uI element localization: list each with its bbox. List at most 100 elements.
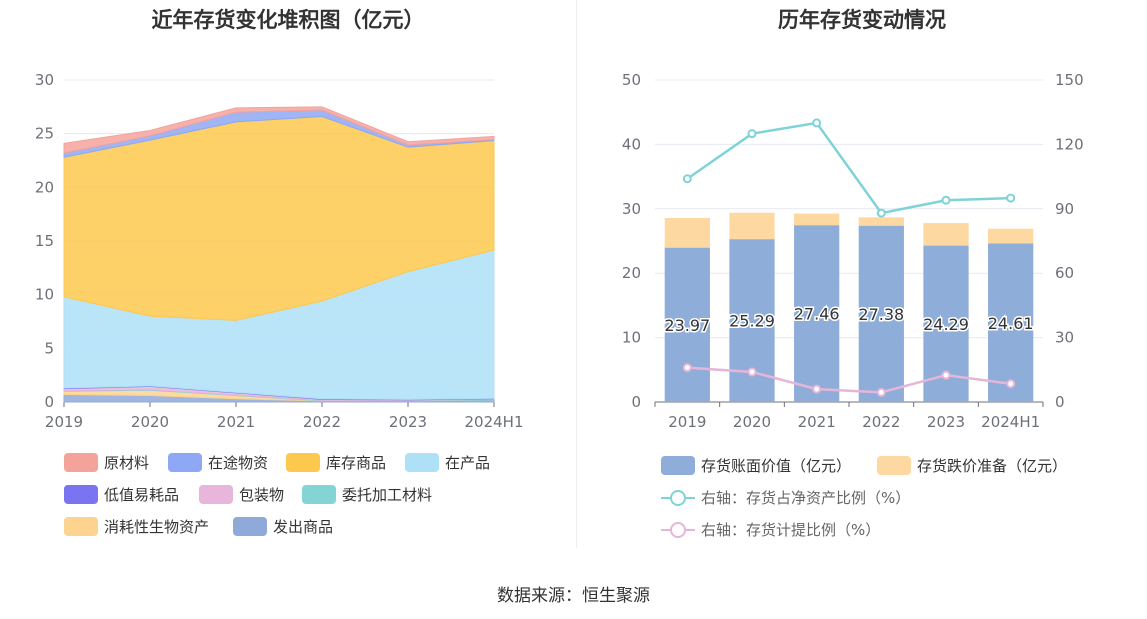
legend-label: 右轴：存货计提比例（%） [701,521,881,539]
y-right-tick-label: 30 [1055,329,1074,347]
legend-swatch [64,485,98,504]
bar-impairment [858,217,904,226]
bar-data-label: 24.61 [988,314,1034,333]
bar-data-label: 23.97 [664,316,710,335]
line-series-2 [686,121,1011,215]
left-chart-svg: 0 5 10 15 20 25 30 2019 2020 2021 2022 2023 2024H1 [35,71,524,431]
legend-item[interactable]: 原材料 [64,452,149,473]
line-series-3 [687,366,1011,394]
y-tick-label: 30 [35,71,54,89]
legend-item[interactable]: 包装物 [199,484,284,505]
bar-data-label: 27.46 [794,305,840,324]
line-point [876,387,886,397]
line-point [1006,193,1016,203]
y-right-tick-label: 0 [1055,393,1065,411]
bar-impairment [729,212,775,240]
legend-label: 在产品 [445,454,491,472]
y-right-tick-label: 120 [1055,135,1084,153]
legend-label: 低值易耗品 [104,486,180,504]
y-tick-label: 0 [44,393,54,411]
line-point [1006,379,1016,389]
bar-book-value [794,225,840,402]
legend-label: 原材料 [104,454,150,472]
x-tick-label: 2019 [668,413,706,431]
bar-book-value [988,243,1034,402]
legend-item[interactable]: 在产品 [405,452,490,473]
legend-label: 在途物资 [208,454,269,472]
x-tick-label: 2022 [862,413,900,431]
y-right-tick-label: 150 [1055,71,1084,89]
area-series-0 [63,106,495,154]
line-point [941,195,951,205]
legend-item[interactable]: 右轴：存货占净资产比例（%） [661,487,910,508]
legend-label: 存货账面价值（亿元） [701,457,852,475]
line-point [812,384,822,394]
y-right-tick-label: 60 [1055,264,1074,282]
left-chart-title: 近年存货变化堆积图（亿元） [151,8,425,32]
bar-book-value [858,225,904,402]
x-tick-label: 2020 [733,413,771,431]
x-tick-label: 2019 [45,413,83,431]
y-right-tick-label: 90 [1055,200,1074,218]
legend-label: 右轴：存货占净资产比例（%） [701,489,911,507]
y-tick-label: 5 [44,339,54,357]
legend-item[interactable]: 存货账面价值（亿元） [661,455,851,476]
right-chart-title: 历年存货变动情况 [778,8,946,32]
panel-divider [576,0,577,548]
legend-label: 消耗性生物资产 [104,518,210,536]
bar-impairment [988,228,1034,244]
stacked-area-chart-panel: 近年存货变化堆积图（亿元） 0 5 10 15 20 25 30 2019 2020 2021 20… [0,0,576,560]
legend-item[interactable]: 存货跌价准备（亿元） [877,455,1067,476]
legend-swatch [661,488,695,507]
bar-data-label: 25.29 [729,312,775,331]
legend-swatch [199,485,233,504]
y-tick-label: 15 [35,232,54,250]
x-tick-label: 2021 [798,413,836,431]
line-point [812,118,822,128]
legend-swatch [286,453,320,472]
legend-swatch [405,453,439,472]
right-chart-svg: 0 0 10 30 20 60 30 90 40 120 50 150 2019 2020 2021 2022… [622,71,1084,431]
x-tick-label: 2020 [131,413,169,431]
y-tick-label: 10 [35,286,54,304]
bar-book-value [664,247,710,402]
legend-swatch [64,453,98,472]
y-left-tick-label: 20 [622,264,641,282]
x-tick-label: 2022 [303,413,341,431]
legend-item[interactable]: 发出商品 [233,516,333,537]
x-tick-label: 2023 [389,413,427,431]
legend-item[interactable]: 委托加工材料 [302,484,432,505]
legend-item[interactable]: 消耗性生物资产 [64,516,209,537]
bar-data-label: 27.38 [858,305,904,324]
legend-item[interactable]: 在途物资 [168,452,268,473]
legend-swatch [302,485,336,504]
bar-impairment [794,213,840,226]
legend-swatch [661,520,695,539]
line-point [682,174,692,184]
y-left-tick-label: 50 [622,71,641,89]
legend-label: 包装物 [239,486,285,504]
legend-label: 委托加工材料 [342,486,433,504]
legend-swatch [877,456,911,475]
y-left-tick-label: 10 [622,329,641,347]
legend-label: 库存商品 [326,454,387,472]
line-point [876,208,886,218]
x-tick-label: 2024H1 [981,413,1040,431]
legend-swatch [661,456,695,475]
legend-label: 存货跌价准备（亿元） [917,457,1068,475]
legend-swatch [168,453,202,472]
y-left-tick-label: 40 [622,135,641,153]
bar-impairment [923,223,969,246]
legend-item[interactable]: 库存商品 [286,452,386,473]
legend-label: 发出商品 [273,518,334,536]
x-tick-label: 2023 [927,413,965,431]
y-left-tick-label: 30 [622,200,641,218]
legend-swatch [233,517,267,536]
data-source-note: 数据来源：恒生聚源 [497,586,650,606]
y-tick-label: 25 [35,125,54,143]
line-point [682,363,692,373]
bar-impairment [664,218,710,248]
legend-item[interactable]: 低值易耗品 [64,484,179,505]
line-point [941,370,951,380]
legend-item[interactable]: 右轴：存货计提比例（%） [661,519,880,540]
